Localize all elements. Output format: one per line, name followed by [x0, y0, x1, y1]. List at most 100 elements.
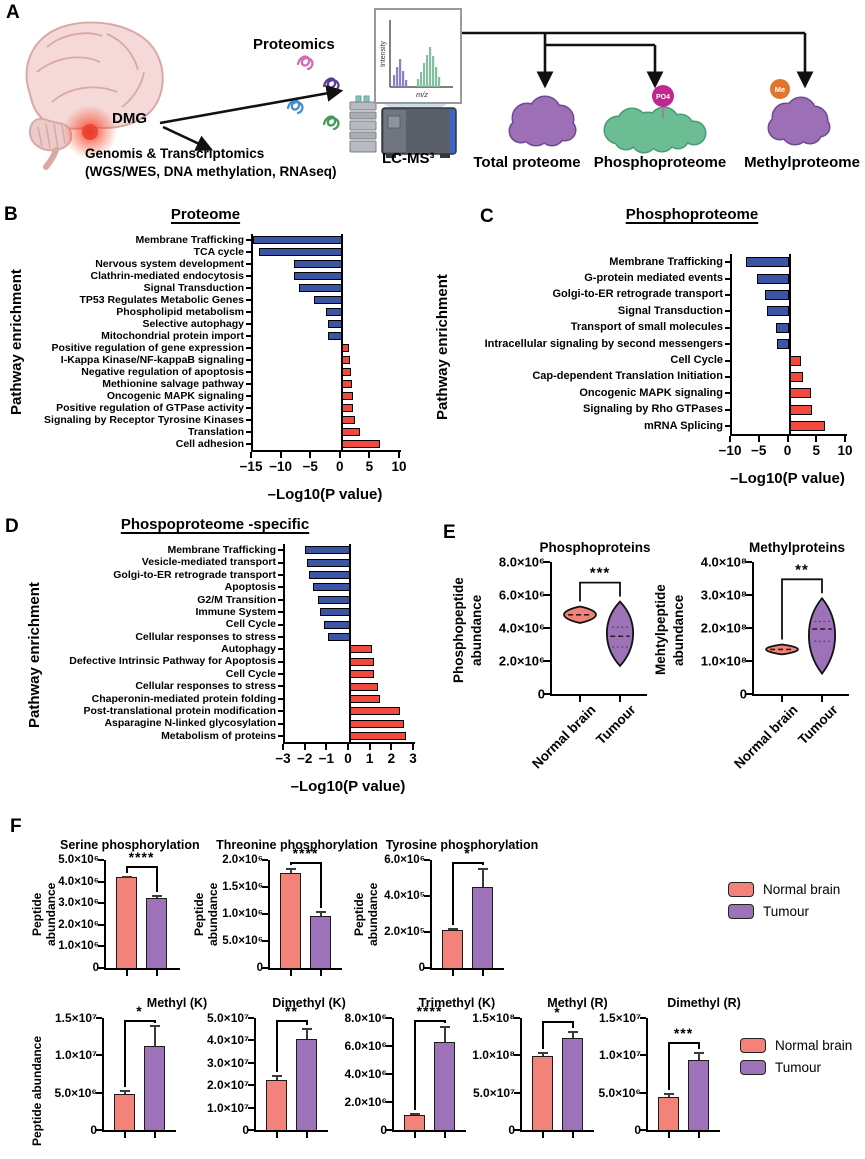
significance-bracket-leg — [541, 1020, 544, 1050]
y-tick — [96, 1129, 102, 1131]
significance-bracket — [542, 1020, 573, 1023]
y-tick — [746, 561, 752, 563]
chart-title: Methyl (R) — [547, 996, 608, 1010]
x-axis-label: –Log10(P value) — [730, 470, 845, 488]
error-bar-cap — [121, 875, 132, 878]
x-tick — [781, 696, 783, 702]
y-tick-label: 1.5×10⁶ — [222, 881, 263, 893]
x-tick-label: −5 — [302, 459, 318, 474]
x-tick-label: 10 — [837, 443, 853, 459]
error-bar — [319, 911, 322, 916]
significance-bracket — [126, 865, 157, 868]
error-bar-cap — [447, 927, 458, 930]
error-bar — [571, 1030, 574, 1039]
panel-label-b: B — [4, 204, 18, 225]
chart-body: 1.5×10⁸ 1.0×10⁸ 5.0×10⁷ 0 * — [470, 1004, 650, 1138]
significance-bracket — [579, 581, 621, 602]
bar — [258, 248, 342, 256]
x-tick — [413, 1132, 416, 1138]
y-tick-label: 0 — [537, 686, 545, 702]
category-label: TCA cycle — [18, 246, 251, 258]
x-tick — [309, 452, 312, 458]
significance-bracket-leg — [319, 862, 322, 909]
e1-yaxis-label-line2: abundance — [469, 594, 484, 666]
category-label: I-Kappa Kinase/NF-kappaB signaling — [18, 354, 251, 366]
category-label: Defective Intrinsic Pathway for Apoptosi… — [20, 656, 283, 668]
category-label: Chaperonin-mediated protein folding — [20, 693, 283, 705]
plot-area: **** — [262, 845, 342, 976]
x-tick — [250, 452, 252, 458]
spectrum-xlabel: m/z — [416, 90, 428, 99]
y-tick — [98, 880, 104, 883]
significance-bracket-leg — [275, 1020, 278, 1073]
category-label: Vesicle-mediated transport — [20, 556, 283, 568]
category-label: mRNA Splicing — [452, 418, 730, 434]
bar-tumour — [310, 915, 331, 968]
y-tick — [640, 1129, 646, 1131]
bar — [745, 257, 790, 268]
category-label: Autophagy — [20, 643, 283, 655]
e2-yaxis-label-line2: abundance — [671, 594, 686, 666]
y-tick-label: 1.5×10⁷ — [55, 1011, 97, 1025]
bar — [319, 608, 350, 617]
bar — [341, 440, 380, 448]
chart-title: Methylproteins — [748, 540, 845, 555]
chart-title: Phosphoproteome — [625, 206, 759, 223]
po4-label: PO4 — [656, 94, 670, 101]
bar — [328, 633, 350, 641]
y-tick-label: 5.0×10⁶ — [54, 1085, 97, 1100]
error-bar-cap — [439, 1026, 450, 1029]
proteome-blobs: PO4 Me — [508, 79, 831, 154]
legend-bottom: Normal brain Tumour — [740, 1038, 852, 1075]
significance-bracket-leg — [451, 862, 454, 925]
y-tick — [514, 1017, 520, 1019]
category-label: Cell Cycle — [20, 668, 283, 680]
category-label: G2/M Transition — [20, 594, 283, 606]
significance-bracket-leg — [155, 865, 158, 892]
zero-line — [788, 254, 791, 435]
error-bar — [275, 1075, 278, 1080]
legend-item: Normal brain — [740, 1038, 852, 1053]
violin-svg: *** — [563, 565, 634, 668]
y-tick-label: 4.0×10⁵ — [384, 890, 425, 902]
methylproteins-violin-chart: Methylproteins 4.0×10⁸ 3.0×10⁸ 2.0×10⁸ 1.0×1… — [696, 540, 865, 771]
bar — [326, 308, 342, 316]
bar — [350, 707, 400, 716]
chart-title: Serine phosphorylation — [60, 838, 200, 852]
y-axis-label: Peptide abundance — [30, 882, 58, 946]
violin-svg: ** — [765, 561, 837, 676]
x-tick — [786, 436, 789, 443]
significance-stars: * — [464, 845, 471, 861]
error-bar-cap — [271, 1075, 282, 1078]
x-tick — [729, 436, 731, 443]
x-tick-label: 1 — [365, 751, 374, 767]
y-axis-ticks: 8.0×10⁶ 6.0×10⁶ 4.0×10⁶ 2.0×10⁶ 0 — [494, 555, 550, 702]
bar — [350, 719, 405, 728]
significance-bracket-leg — [697, 1041, 700, 1049]
plot-wrap: −3 −2 −1 0 1 2 3 –Log10(P value) — [275, 544, 453, 795]
y-tick-label: 1.0×10⁶ — [58, 940, 99, 953]
y-tick — [544, 693, 550, 695]
x-tick — [757, 436, 760, 443]
bar — [298, 284, 342, 292]
category-label: Nervous system development — [18, 258, 251, 270]
category-label: Cell adhesion — [18, 438, 251, 450]
y-tick-label: 1.5×10⁷ — [599, 1011, 641, 1025]
bar — [324, 620, 350, 629]
x-tick — [412, 744, 414, 751]
category-label: Golgi-to-ER retrograde transport — [20, 569, 283, 581]
legend-item: Tumour — [740, 1060, 852, 1075]
zero-line — [349, 544, 351, 743]
bar — [341, 356, 351, 364]
x-tick — [579, 696, 581, 702]
error-bar — [289, 867, 292, 873]
f-row2-yaxis-label: Peptide abundance — [30, 1035, 44, 1147]
y-tick — [544, 594, 550, 596]
category-label: Metabolism of proteins — [20, 730, 283, 742]
legend-label: Tumour — [763, 904, 810, 919]
spectrum-ylabel: Intensity — [380, 40, 387, 67]
x-tick — [319, 970, 322, 976]
plot-area: **** — [386, 1003, 466, 1138]
y-tick — [248, 1061, 254, 1064]
